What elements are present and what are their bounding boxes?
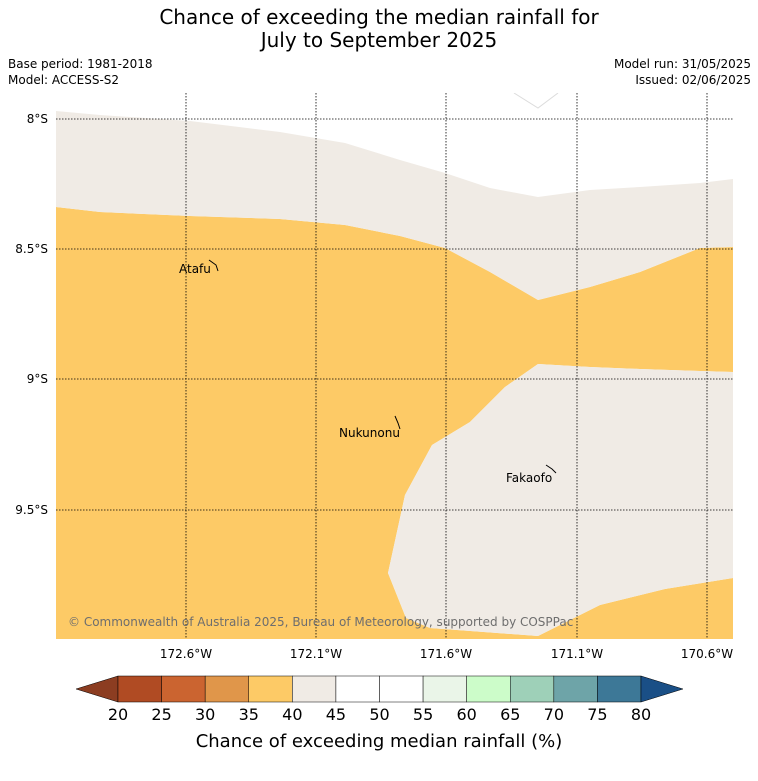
colorbar-tick-labels: 20 25 30 35 40 45 50 55 60 65 70 75 80 xyxy=(108,705,651,724)
colorbar-swatch xyxy=(597,675,642,703)
lon-label: 172.1°W xyxy=(290,647,342,661)
colorbar-tick-label: 70 xyxy=(544,705,564,724)
map-area xyxy=(56,93,733,639)
data-gap-outline xyxy=(513,93,559,109)
region-40-45-north xyxy=(56,111,733,300)
coastlines xyxy=(208,259,557,474)
colorbar-over-arrow xyxy=(640,675,684,703)
meta-left: Base period: 1981-2018 Model: ACCESS-S2 xyxy=(8,56,153,88)
model-label: Model: ACCESS-S2 xyxy=(8,73,120,87)
colorbar-swatch xyxy=(510,675,555,703)
colorbar-swatch xyxy=(292,675,337,703)
colorbar-swatch xyxy=(335,675,380,703)
atafu-atoll-outline xyxy=(208,259,219,272)
longitude-labels: 172.6°W 172.1°W 171.6°W 171.1°W 170.6°W xyxy=(160,647,733,661)
colorbar-swatch xyxy=(466,675,511,703)
colorbar-swatch xyxy=(161,675,206,703)
colorbar-tick-label: 30 xyxy=(195,705,215,724)
colorbar-swatch xyxy=(553,675,598,703)
region-40-45-southeast xyxy=(388,364,733,636)
colorbar-tick-label: 80 xyxy=(631,705,651,724)
chart-title-line-1: Chance of exceeding the median rainfall … xyxy=(159,5,599,29)
lon-label: 170.6°W xyxy=(681,647,733,661)
base-period-label: Base period: 1981-2018 xyxy=(8,57,153,71)
meta-right: Model run: 31/05/2025 Issued: 02/06/2025 xyxy=(614,56,751,88)
place-labels: Atafu Nukunonu Fakaofo xyxy=(179,262,552,485)
graticule xyxy=(56,93,733,639)
colorbar-tick-label: 50 xyxy=(369,705,389,724)
place-label-nukunonu: Nukunonu xyxy=(339,426,400,440)
colorbar-tick-label: 45 xyxy=(326,705,346,724)
colorbar-swatch xyxy=(204,675,250,703)
lon-label: 171.1°W xyxy=(551,647,603,661)
latitude-labels: 8°S 8.5°S 9°S 9.5°S xyxy=(15,112,48,517)
lon-label: 171.6°W xyxy=(420,647,472,661)
lat-label: 8.5°S xyxy=(15,242,48,256)
colorbar-swatch xyxy=(117,675,162,703)
colorbar-tick-label: 75 xyxy=(587,705,607,724)
region-35-40 xyxy=(56,207,733,639)
colorbar-tick-label: 40 xyxy=(282,705,302,724)
copyright-notice: © Commonwealth of Australia 2025, Bureau… xyxy=(68,615,573,629)
issued-label: Issued: 02/06/2025 xyxy=(635,73,751,87)
colorbar-tick-label: 65 xyxy=(500,705,520,724)
fakaofo-atoll-outline xyxy=(545,464,557,474)
place-label-fakaofo: Fakaofo xyxy=(506,471,552,485)
colorbar-under-arrow xyxy=(75,675,119,703)
lat-label: 8°S xyxy=(27,112,48,126)
colorbar-tick-label: 60 xyxy=(456,705,476,724)
colorbar-tick-label: 25 xyxy=(151,705,171,724)
nukunonu-atoll-outline xyxy=(394,415,401,430)
lat-label: 9°S xyxy=(27,372,48,386)
colorbar-tick-label: 20 xyxy=(108,705,128,724)
colorbar-swatches xyxy=(117,675,642,703)
lon-label: 172.6°W xyxy=(160,647,212,661)
place-label-atafu: Atafu xyxy=(179,262,211,276)
colorbar-swatch xyxy=(248,675,293,703)
colorbar: 20 25 30 35 40 45 50 55 60 65 70 75 80 Chance of exc… xyxy=(75,675,684,752)
colorbar-title: Chance of exceeding median rainfall (%) xyxy=(196,731,563,752)
colorbar-tick-label: 55 xyxy=(413,705,433,724)
lat-label: 9.5°S xyxy=(15,503,48,517)
chart-title-line-2: July to September 2025 xyxy=(260,28,498,52)
colorbar-swatch xyxy=(379,675,424,703)
colorbar-tick-label: 35 xyxy=(239,705,259,724)
model-run-label: Model run: 31/05/2025 xyxy=(613,57,751,71)
colorbar-swatch xyxy=(422,675,467,703)
